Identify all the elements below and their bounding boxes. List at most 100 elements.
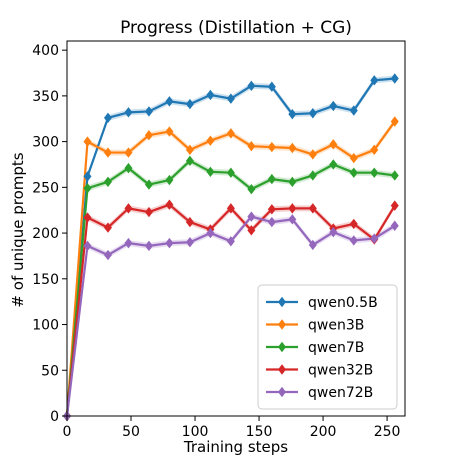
data-point-qwen3B-11 [288, 142, 297, 154]
x-tick-label: 100 [182, 424, 209, 440]
plot-area-border [66, 40, 406, 417]
data-point-qwen7B-14 [349, 167, 358, 178]
data-point-qwen7B-12 [308, 170, 317, 181]
legend: qwen0.5B qwen3B qwen7B qwen32B qwen72B [257, 284, 398, 410]
data-point-qwen0.5B-16 [390, 73, 399, 84]
legend-label: qwen0.5B [308, 295, 378, 311]
data-point-qwen32B-1 [83, 212, 92, 223]
data-point-qwen0.5B-4 [144, 106, 153, 117]
data-point-qwen3B-4 [144, 130, 153, 141]
series-markers [63, 73, 399, 422]
y-axis-ticks: 0 50 100 150 200 250 300 350 400 [32, 43, 67, 425]
y-tick-label: 0 [50, 409, 59, 425]
data-point-qwen7B-5 [165, 174, 174, 186]
y-tick-label: 200 [32, 226, 59, 242]
data-point-qwen72B-15 [370, 233, 379, 244]
data-point-qwen72B-7 [206, 227, 215, 239]
data-point-qwen3B-14 [349, 152, 358, 164]
plot-frame [66, 40, 406, 417]
data-point-qwen0.5B-10 [267, 81, 276, 92]
legend-box [257, 284, 398, 410]
data-point-qwen72B-2 [103, 249, 112, 261]
legend-marker-qwen3B [278, 319, 286, 330]
data-point-qwen32B-4 [144, 206, 153, 218]
legend-marker-qwen72B [278, 386, 286, 398]
x-tick-label: 200 [310, 424, 337, 440]
data-point-qwen0.5B-1 [83, 171, 92, 182]
data-point-qwen7B-2 [103, 176, 112, 188]
x-tick-label: 0 [63, 424, 72, 440]
y-tick-label: 400 [32, 43, 59, 59]
data-point-qwen72B-6 [185, 237, 194, 248]
y-axis-label: # of unique prompts [9, 152, 27, 307]
data-point-qwen3B-3 [124, 147, 133, 158]
data-point-qwen7B-7 [206, 166, 215, 177]
data-point-qwen3B-9 [247, 140, 256, 152]
data-point-qwen72B-1 [83, 240, 92, 252]
data-point-qwen0.5B-12 [308, 108, 317, 119]
data-point-qwen0.5B-6 [185, 98, 194, 110]
data-point-qwen3B-15 [370, 144, 379, 156]
data-point-qwen72B-10 [267, 216, 276, 228]
legend-label: qwen32B [308, 363, 373, 379]
data-point-qwen0.5B-8 [226, 93, 235, 104]
chart-title: Progress (Distillation + CG) [120, 18, 352, 38]
data-point-qwen32B-2 [103, 222, 112, 233]
data-point-qwen7B-6 [185, 155, 194, 167]
data-point-qwen72B-5 [165, 237, 174, 249]
data-point-qwen7B-15 [370, 167, 379, 178]
data-point-qwen32B-5 [165, 199, 174, 210]
data-point-qwen0.5B-5 [165, 96, 174, 107]
data-point-qwen7B-8 [226, 167, 235, 178]
legend-label: qwen3B [308, 318, 364, 334]
x-axis-ticks: 0 50 100 150 200 250 [63, 416, 401, 440]
legend-marker-qwen7B [278, 341, 286, 353]
data-point-qwen0.5B-3 [124, 107, 133, 118]
x-tick-label: 50 [122, 424, 140, 440]
legend-marker-qwen32B [278, 364, 286, 375]
y-tick-label: 250 [32, 180, 59, 196]
data-point-qwen72B-8 [226, 236, 235, 247]
data-point-qwen72B-12 [308, 239, 317, 251]
data-point-qwen3B-12 [308, 149, 317, 160]
data-point-qwen32B-16 [390, 200, 399, 211]
data-point-qwen3B-16 [390, 116, 399, 127]
legend-marker-qwen0.5B [278, 296, 286, 308]
data-point-qwen32B-11 [288, 203, 297, 214]
data-point-qwen3B-13 [329, 139, 338, 150]
data-point-qwen3B-5 [165, 126, 174, 137]
data-point-qwen32B-8 [226, 203, 235, 214]
x-tick-label: 250 [374, 424, 401, 440]
data-point-qwen32B-6 [185, 216, 194, 228]
data-point-qwen7B-10 [267, 173, 276, 185]
x-tick-label: 150 [246, 424, 273, 440]
data-point-qwen0.5B-9 [247, 80, 256, 92]
data-point-qwen7B-13 [329, 159, 338, 170]
data-point-qwen3B-10 [267, 141, 276, 153]
data-point-qwen3B-6 [185, 144, 194, 156]
data-point-qwen0.5B-14 [349, 105, 358, 116]
data-point-qwen72B-11 [288, 214, 297, 225]
y-tick-label: 350 [32, 89, 59, 105]
data-point-qwen72B-14 [349, 235, 358, 246]
data-point-qwen72B-9 [247, 211, 256, 222]
data-point-qwen7B-1 [83, 183, 92, 194]
legend-label: qwen7B [308, 340, 364, 356]
data-point-qwen32B-9 [247, 225, 256, 236]
data-point-qwen3B-7 [206, 135, 215, 146]
x-axis-label: Training steps [183, 438, 288, 456]
y-tick-label: 150 [32, 272, 59, 288]
data-point-qwen32B-12 [308, 203, 317, 214]
data-point-qwen32B-3 [124, 203, 133, 214]
data-point-qwen0.5B-15 [370, 75, 379, 86]
data-point-qwen0.5B-13 [329, 100, 338, 112]
data-point-qwen3B-8 [226, 128, 235, 139]
data-point-qwen7B-9 [247, 183, 256, 195]
data-point-qwen0.5B-7 [206, 89, 215, 101]
data-point-qwen72B-4 [144, 240, 153, 252]
y-tick-label: 100 [32, 318, 59, 334]
data-point-qwen7B-11 [288, 176, 297, 188]
data-point-qwen7B-4 [144, 179, 153, 190]
data-point-qwen72B-3 [124, 237, 133, 249]
